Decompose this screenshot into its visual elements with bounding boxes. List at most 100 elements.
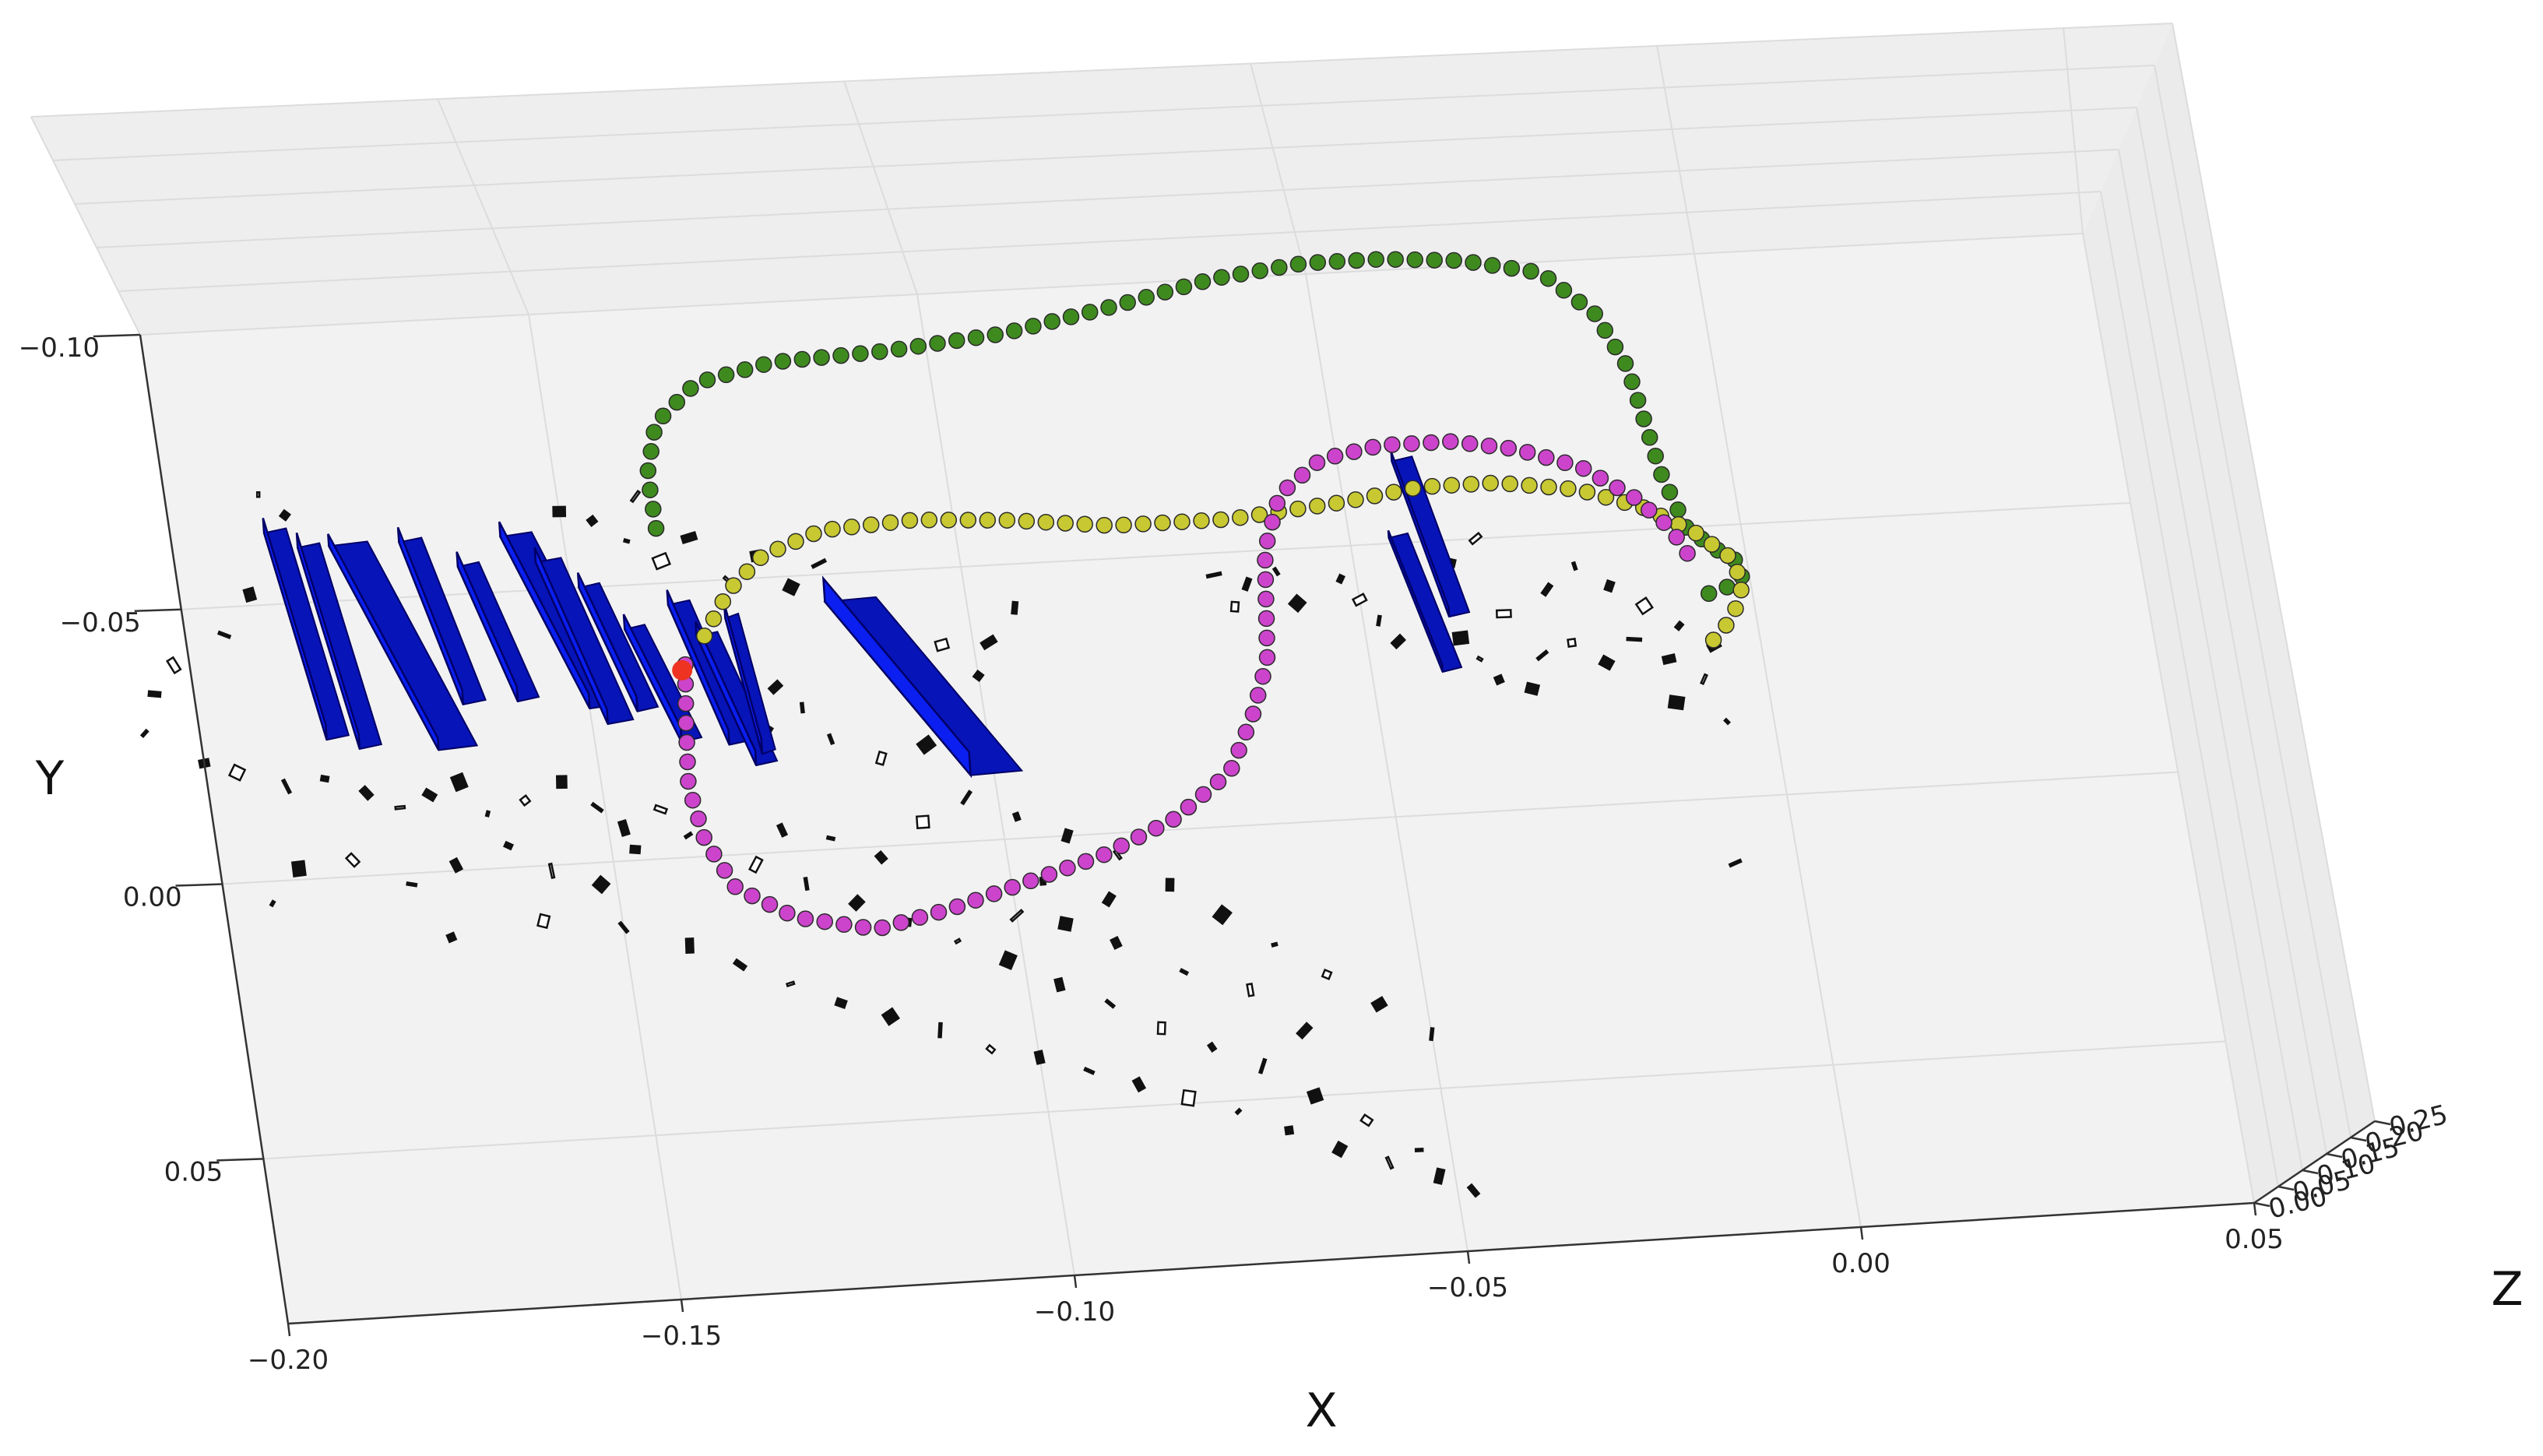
trajectory-trajectory_magenta-point	[911, 909, 929, 926]
trajectory-trajectory_green-point	[948, 332, 965, 350]
landmark-feature	[848, 894, 866, 912]
landmark-feature	[1466, 1183, 1481, 1198]
y-tick-mark	[134, 608, 181, 613]
trajectory-trajectory_green-point	[1522, 262, 1539, 280]
landmark-feature	[445, 931, 458, 944]
trajectory-trajectory_yellow-point	[901, 512, 919, 529]
trajectory-trajectory_yellow-point	[1328, 494, 1345, 512]
trajectory-trajectory_magenta-point	[797, 910, 814, 927]
landmark-feature	[1156, 1021, 1166, 1036]
trajectory-trajectory_magenta-point	[1130, 828, 1148, 846]
trajectory-trajectory_magenta-point	[835, 916, 853, 934]
trajectory-trajectory_yellow-point	[1423, 477, 1441, 495]
side-grid-z-4	[2100, 191, 2279, 1187]
trajectory-trajectory_magenta-point	[1556, 454, 1574, 472]
landmark-feature	[785, 980, 796, 988]
trajectory-trajectory_magenta-point	[1237, 723, 1255, 741]
y-axis-label: Y	[35, 751, 65, 806]
x-tick-mark	[1859, 1226, 1864, 1240]
obstacle-13	[1390, 451, 1451, 617]
back-grid-z-2	[74, 107, 2137, 205]
trajectory-trajectory_magenta-point	[1384, 436, 1401, 453]
trajectory-trajectory_green-point	[1596, 322, 1614, 339]
landmark-feature	[1296, 1022, 1314, 1040]
landmark-features	[139, 489, 1743, 1198]
landmark-feature	[1234, 1107, 1243, 1116]
landmark-feature	[555, 775, 568, 790]
trajectory-trajectory_yellow-point	[1037, 513, 1055, 531]
z-tick-mark	[2277, 1185, 2295, 1191]
trajectory-trajectory_magenta-point	[684, 791, 702, 809]
back-grid-x-1	[437, 98, 529, 315]
trajectory-trajectory_green-point	[645, 501, 662, 518]
trajectory-trajectory_green-point	[793, 350, 811, 368]
obstacle-4	[455, 551, 519, 702]
trajectory-trajectory_green-point	[1570, 294, 1588, 311]
z-tick-mark	[2302, 1169, 2319, 1175]
landmark-feature	[1212, 904, 1233, 926]
trajectory-trajectory_green-point	[1119, 294, 1136, 311]
trajectory-trajectory_magenta-point	[1244, 705, 1262, 723]
y-tick-mark	[93, 333, 141, 338]
trajectory-trajectory_green-point	[1328, 253, 1346, 270]
back-grid-x-5	[2063, 26, 2084, 234]
landmark-feature	[1033, 1050, 1046, 1065]
landmark-feature	[502, 840, 515, 851]
trajectory-trajectory_green-point	[1445, 251, 1462, 269]
trajectory-trajectory_yellow-point	[1057, 515, 1074, 532]
trajectory-trajectory_green-point	[1025, 318, 1042, 335]
trajectory-trajectory_green-point	[1465, 254, 1482, 271]
landmark-feature	[1524, 681, 1541, 696]
grid-line-y-3	[263, 1040, 2226, 1160]
landmark-feature	[811, 557, 828, 569]
trajectory-trajectory_yellow-point	[1729, 563, 1746, 581]
landmark-feature	[1351, 593, 1368, 607]
trajectory-trajectory_magenta-point	[854, 919, 872, 936]
trajectory-trajectory_green-point	[1309, 254, 1327, 271]
trajectory-trajectory_yellow-point	[1727, 600, 1744, 617]
grid-line-y-2	[222, 771, 2179, 885]
landmark-feature	[1493, 673, 1505, 686]
landmark-feature	[591, 874, 611, 895]
landmark-feature	[1110, 935, 1123, 951]
z-tick-mark	[2350, 1136, 2367, 1142]
obstacle-0	[262, 518, 328, 740]
trajectory-trajectory_yellow-point	[1232, 508, 1249, 526]
trajectory-trajectory_yellow-point	[1540, 478, 1557, 496]
trajectory-trajectory_green-point	[967, 329, 985, 346]
trajectory-trajectory_yellow-point	[1154, 514, 1171, 532]
trajectory-trajectory_green-point	[890, 340, 908, 358]
trajectory-trajectory_green-point	[1623, 373, 1641, 391]
landmark-feature	[803, 877, 810, 892]
landmark-feature	[1241, 576, 1253, 592]
trajectory-trajectory_magenta-point	[1148, 819, 1165, 837]
landmark-feature	[980, 634, 998, 651]
landmark-feature	[825, 835, 836, 842]
trajectory-trajectory_yellow-point	[1347, 491, 1364, 508]
trajectory-trajectory_yellow-point	[1193, 512, 1210, 529]
trajectory-trajectory_green-point	[852, 345, 869, 362]
trajectory-trajectory_yellow-point	[1704, 631, 1722, 649]
landmark-feature	[1179, 968, 1190, 976]
obstacle-5	[498, 521, 591, 709]
landmark-feature	[1053, 976, 1066, 993]
trajectory-trajectory_green-point	[1194, 273, 1212, 290]
side-grid-z-1	[2154, 65, 2351, 1138]
z-tick-mark	[2326, 1152, 2343, 1159]
trajectory-trajectory_green-point	[1387, 251, 1404, 268]
landmark-feature	[1246, 983, 1255, 997]
x-tick-label: 0.00	[1831, 1248, 1891, 1279]
landmark-feature	[732, 958, 748, 972]
trajectory-trajectory_green-point	[987, 326, 1004, 343]
trajectory-trajectory_yellow-point	[1462, 476, 1480, 493]
landmark-feature	[683, 831, 694, 840]
trajectory-trajectory_magenta-point	[1258, 649, 1276, 666]
back-pane	[31, 23, 2172, 335]
trajectory-trajectory_magenta-point	[1258, 629, 1275, 647]
trajectory-trajectory_yellow-point	[881, 514, 899, 531]
trajectory-trajectory_magenta-point	[1461, 435, 1479, 452]
landmark-feature	[799, 702, 805, 714]
trajectory-trajectory_magenta-point	[1165, 811, 1182, 828]
landmark-feature	[1206, 1041, 1218, 1053]
trajectory-trajectory_green-point	[1718, 579, 1736, 596]
